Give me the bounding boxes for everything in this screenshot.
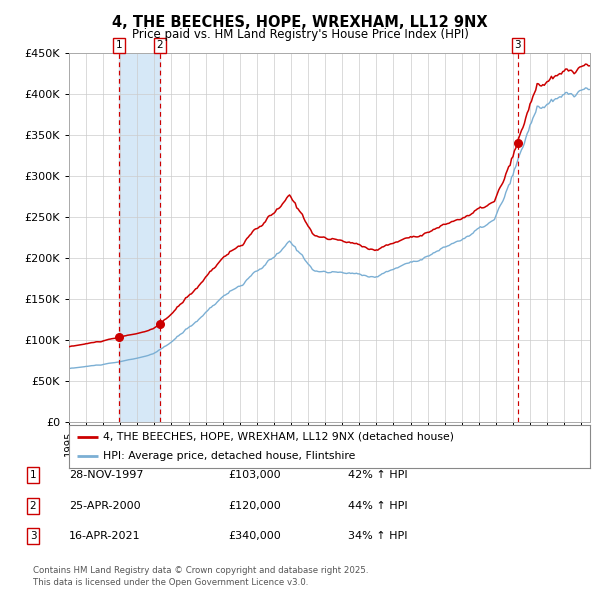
Text: 1: 1 <box>29 470 37 480</box>
Text: HPI: Average price, detached house, Flintshire: HPI: Average price, detached house, Flin… <box>103 451 355 461</box>
Text: 25-APR-2000: 25-APR-2000 <box>69 501 140 510</box>
Text: 44% ↑ HPI: 44% ↑ HPI <box>348 501 407 510</box>
Text: 42% ↑ HPI: 42% ↑ HPI <box>348 470 407 480</box>
Text: 2: 2 <box>29 501 37 510</box>
Text: 3: 3 <box>29 532 37 541</box>
Text: 28-NOV-1997: 28-NOV-1997 <box>69 470 143 480</box>
Text: 4, THE BEECHES, HOPE, WREXHAM, LL12 9NX (detached house): 4, THE BEECHES, HOPE, WREXHAM, LL12 9NX … <box>103 432 454 442</box>
Text: Contains HM Land Registry data © Crown copyright and database right 2025.
This d: Contains HM Land Registry data © Crown c… <box>33 566 368 587</box>
Text: 3: 3 <box>515 40 521 50</box>
Text: 1: 1 <box>115 40 122 50</box>
Text: Price paid vs. HM Land Registry's House Price Index (HPI): Price paid vs. HM Land Registry's House … <box>131 28 469 41</box>
Text: 4, THE BEECHES, HOPE, WREXHAM, LL12 9NX: 4, THE BEECHES, HOPE, WREXHAM, LL12 9NX <box>112 15 488 30</box>
Text: £340,000: £340,000 <box>228 532 281 541</box>
Bar <box>119 53 160 422</box>
Text: 34% ↑ HPI: 34% ↑ HPI <box>348 532 407 541</box>
Text: £120,000: £120,000 <box>228 501 281 510</box>
Text: 16-APR-2021: 16-APR-2021 <box>69 532 140 541</box>
Text: 2: 2 <box>157 40 163 50</box>
Text: £103,000: £103,000 <box>228 470 281 480</box>
